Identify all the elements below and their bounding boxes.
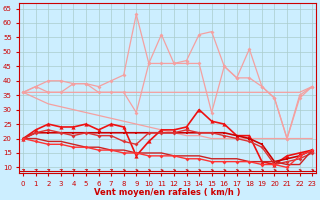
X-axis label: Vent moyen/en rafales ( km/h ): Vent moyen/en rafales ( km/h ) [94, 188, 241, 197]
